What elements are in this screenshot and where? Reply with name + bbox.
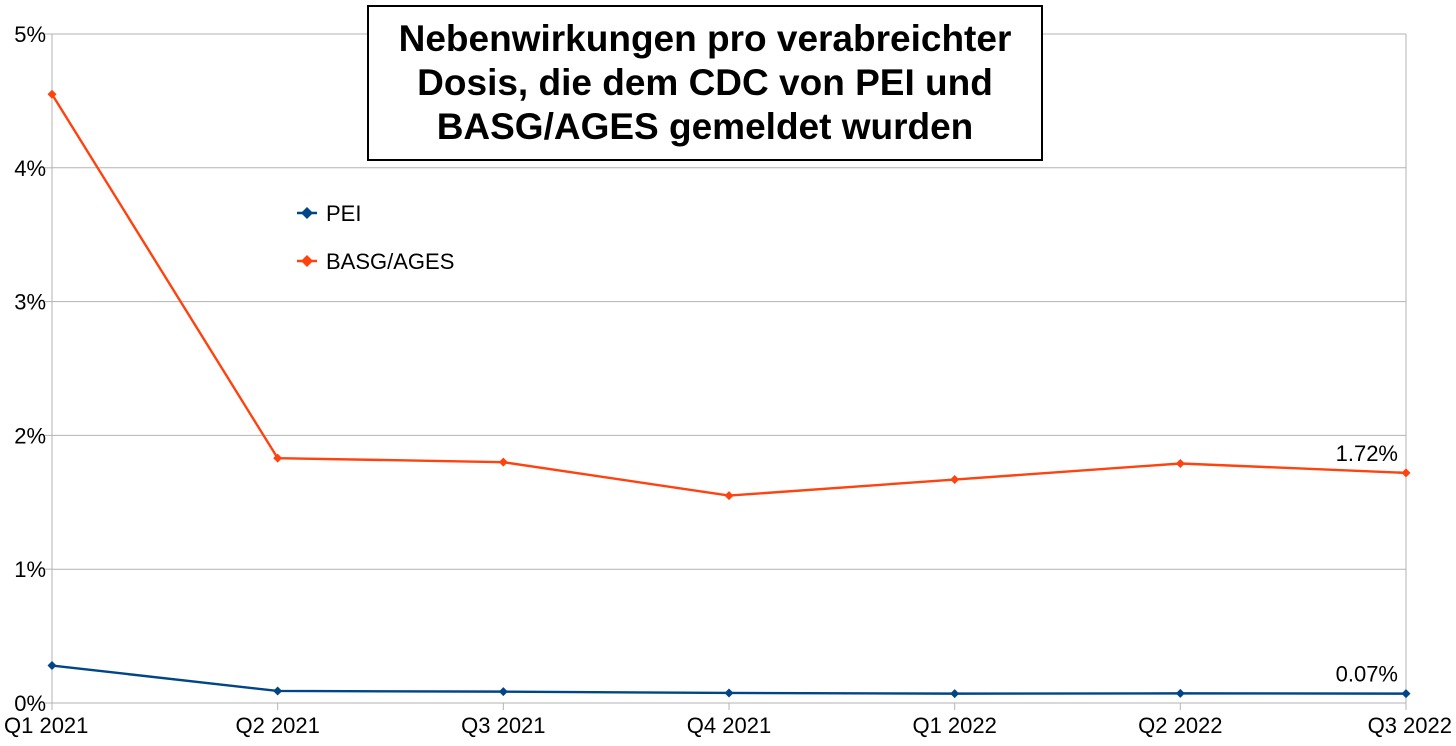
x-tick-label: Q2 2021: [235, 713, 319, 738]
legend-label: PEI: [326, 201, 361, 226]
x-tick-label: Q4 2021: [687, 713, 771, 738]
data-point: [47, 661, 57, 671]
data-point: [950, 475, 960, 485]
legend-label: BASG/AGES: [326, 249, 454, 274]
y-tick-label: 0%: [14, 691, 46, 716]
data-label-last: 1.72%: [1336, 441, 1398, 466]
y-tick-label: 3%: [14, 290, 46, 315]
chart-title: Nebenwirkungen pro verabreichter Dosis, …: [398, 18, 1012, 147]
y-tick-label: 1%: [14, 557, 46, 582]
y-tick-label: 5%: [14, 22, 46, 47]
data-point: [273, 453, 283, 463]
data-point: [724, 491, 734, 501]
data-point: [1175, 458, 1185, 468]
data-point: [1175, 688, 1185, 698]
legend-marker: [301, 255, 313, 267]
x-tick-label: Q1 2022: [912, 713, 996, 738]
data-point: [724, 688, 734, 698]
legend-marker: [301, 207, 313, 219]
data-point: [273, 686, 283, 696]
data-point: [498, 457, 508, 467]
data-point: [498, 687, 508, 697]
x-tick-label: Q3 2022: [1368, 713, 1452, 738]
data-point: [1401, 468, 1411, 478]
y-tick-label: 4%: [14, 156, 46, 181]
data-label-last: 0.07%: [1336, 662, 1398, 687]
chart-title-box: Nebenwirkungen pro verabreichter Dosis, …: [367, 5, 1043, 161]
y-tick-label: 2%: [14, 423, 46, 448]
x-tick-label: Q1 2021: [4, 713, 88, 738]
data-point: [47, 89, 57, 99]
data-point: [1401, 689, 1411, 699]
data-point: [950, 689, 960, 699]
x-tick-label: Q2 2022: [1138, 713, 1222, 738]
x-tick-label: Q3 2021: [461, 713, 545, 738]
